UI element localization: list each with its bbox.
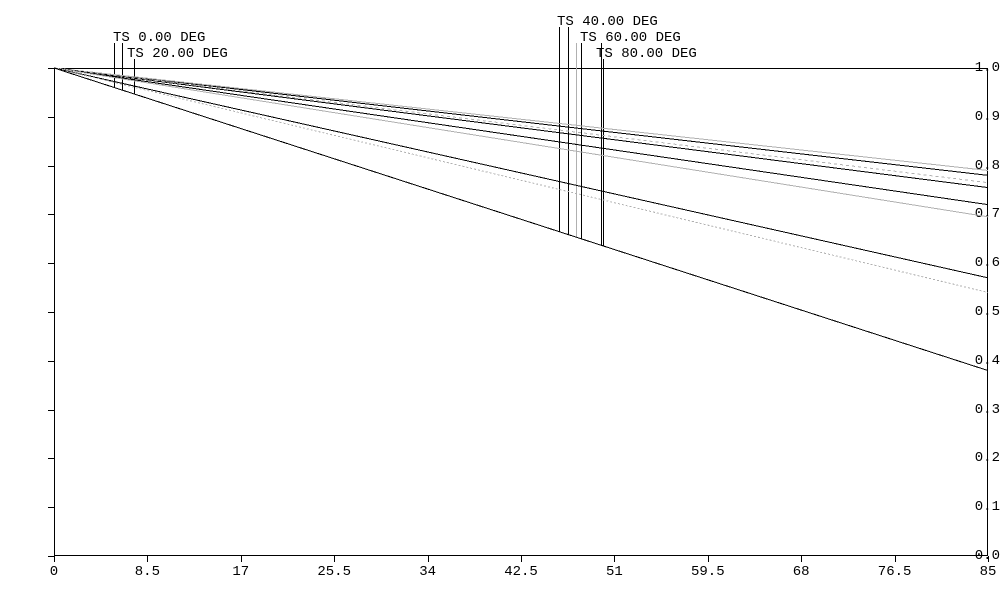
series-ts-0-b [54,68,988,170]
series-ts-80-a [54,68,988,371]
series-ts-60-a [54,68,988,278]
series-ts-40-b [54,68,988,217]
series-ts-60-b [54,68,988,292]
series-layer [0,0,1000,597]
series-ts-20-b [54,68,988,183]
series-ts-0-a [54,68,988,175]
series-ts-40-a [54,68,988,205]
series-ts-20-a [54,68,988,188]
